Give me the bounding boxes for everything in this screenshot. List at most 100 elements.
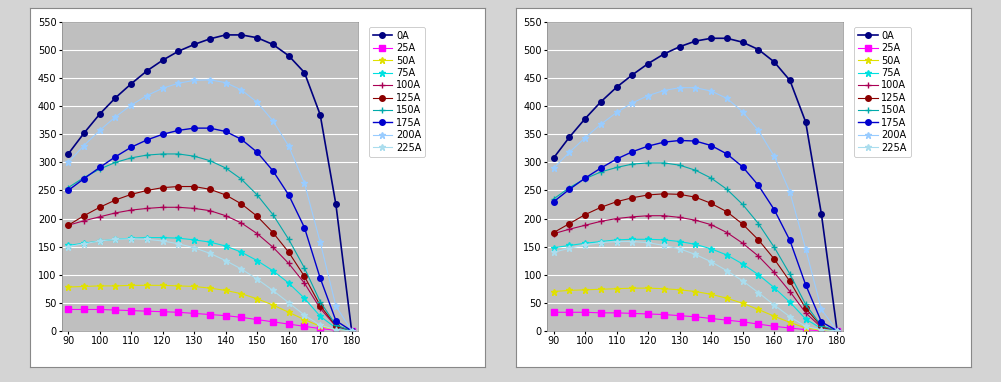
- 175A: [674, 138, 686, 143]
- 25A: [109, 308, 121, 312]
- 50A: [219, 288, 231, 293]
- 0A: [188, 42, 200, 47]
- 25A: [721, 318, 733, 322]
- 225A: [627, 239, 639, 244]
- 75A: [580, 241, 592, 246]
- 125A: [78, 214, 90, 218]
- 0A: [235, 32, 247, 37]
- 200A: [627, 100, 639, 105]
- 50A: [282, 310, 294, 314]
- 25A: [595, 311, 607, 315]
- 0A: [643, 61, 655, 66]
- 100A: [157, 205, 169, 210]
- 100A: [643, 214, 655, 218]
- 175A: [267, 168, 279, 173]
- 0A: [157, 58, 169, 63]
- 25A: [330, 328, 342, 333]
- 150A: [611, 165, 623, 170]
- 125A: [172, 184, 184, 189]
- 125A: [62, 223, 74, 228]
- 50A: [753, 307, 765, 312]
- 75A: [345, 329, 357, 333]
- Line: 225A: 225A: [551, 238, 841, 334]
- 75A: [298, 296, 310, 301]
- 225A: [314, 323, 326, 327]
- 75A: [643, 237, 655, 241]
- 100A: [627, 215, 639, 219]
- 150A: [62, 185, 74, 190]
- 200A: [62, 160, 74, 165]
- 225A: [219, 258, 231, 263]
- 200A: [643, 93, 655, 98]
- 175A: [94, 165, 106, 170]
- 0A: [345, 329, 357, 333]
- 150A: [564, 185, 576, 190]
- 150A: [737, 202, 749, 207]
- Line: 150A: 150A: [65, 151, 355, 334]
- 75A: [690, 242, 702, 247]
- 150A: [109, 160, 121, 165]
- 75A: [172, 236, 184, 240]
- 125A: [314, 303, 326, 308]
- 225A: [267, 288, 279, 293]
- 75A: [219, 244, 231, 248]
- 175A: [157, 132, 169, 137]
- 225A: [690, 252, 702, 257]
- 200A: [235, 87, 247, 92]
- Line: 25A: 25A: [551, 309, 840, 333]
- 150A: [235, 177, 247, 181]
- 25A: [314, 326, 326, 331]
- 175A: [125, 145, 137, 149]
- 75A: [94, 239, 106, 243]
- 50A: [172, 283, 184, 288]
- 0A: [172, 49, 184, 53]
- 175A: [204, 126, 216, 130]
- 50A: [690, 289, 702, 294]
- 175A: [219, 129, 231, 134]
- 200A: [282, 144, 294, 148]
- 0A: [219, 32, 231, 37]
- 100A: [282, 261, 294, 266]
- 50A: [800, 326, 812, 330]
- 225A: [94, 239, 106, 243]
- 125A: [157, 185, 169, 190]
- 125A: [643, 193, 655, 197]
- 25A: [345, 329, 357, 333]
- 25A: [548, 310, 560, 314]
- 150A: [705, 176, 717, 180]
- 75A: [816, 326, 828, 331]
- 50A: [627, 286, 639, 290]
- 25A: [627, 311, 639, 316]
- 225A: [643, 240, 655, 245]
- 75A: [235, 250, 247, 254]
- 150A: [330, 323, 342, 327]
- 150A: [314, 299, 326, 304]
- 100A: [831, 329, 843, 333]
- 75A: [78, 241, 90, 246]
- 50A: [125, 283, 137, 288]
- 75A: [109, 237, 121, 241]
- 100A: [753, 254, 765, 259]
- 175A: [737, 165, 749, 169]
- 200A: [298, 181, 310, 185]
- 125A: [235, 202, 247, 206]
- 0A: [94, 112, 106, 117]
- 50A: [251, 296, 263, 301]
- 125A: [298, 274, 310, 278]
- 150A: [580, 176, 592, 181]
- 125A: [282, 250, 294, 254]
- 25A: [157, 309, 169, 314]
- 150A: [94, 167, 106, 172]
- 200A: [784, 190, 796, 194]
- 75A: [768, 285, 780, 290]
- 50A: [721, 296, 733, 301]
- 125A: [345, 329, 357, 333]
- 125A: [816, 324, 828, 329]
- 200A: [78, 143, 90, 148]
- Line: 50A: 50A: [65, 282, 355, 334]
- 150A: [219, 166, 231, 170]
- Line: 0A: 0A: [65, 32, 354, 333]
- 0A: [109, 96, 121, 100]
- 100A: [78, 219, 90, 223]
- 225A: [282, 301, 294, 305]
